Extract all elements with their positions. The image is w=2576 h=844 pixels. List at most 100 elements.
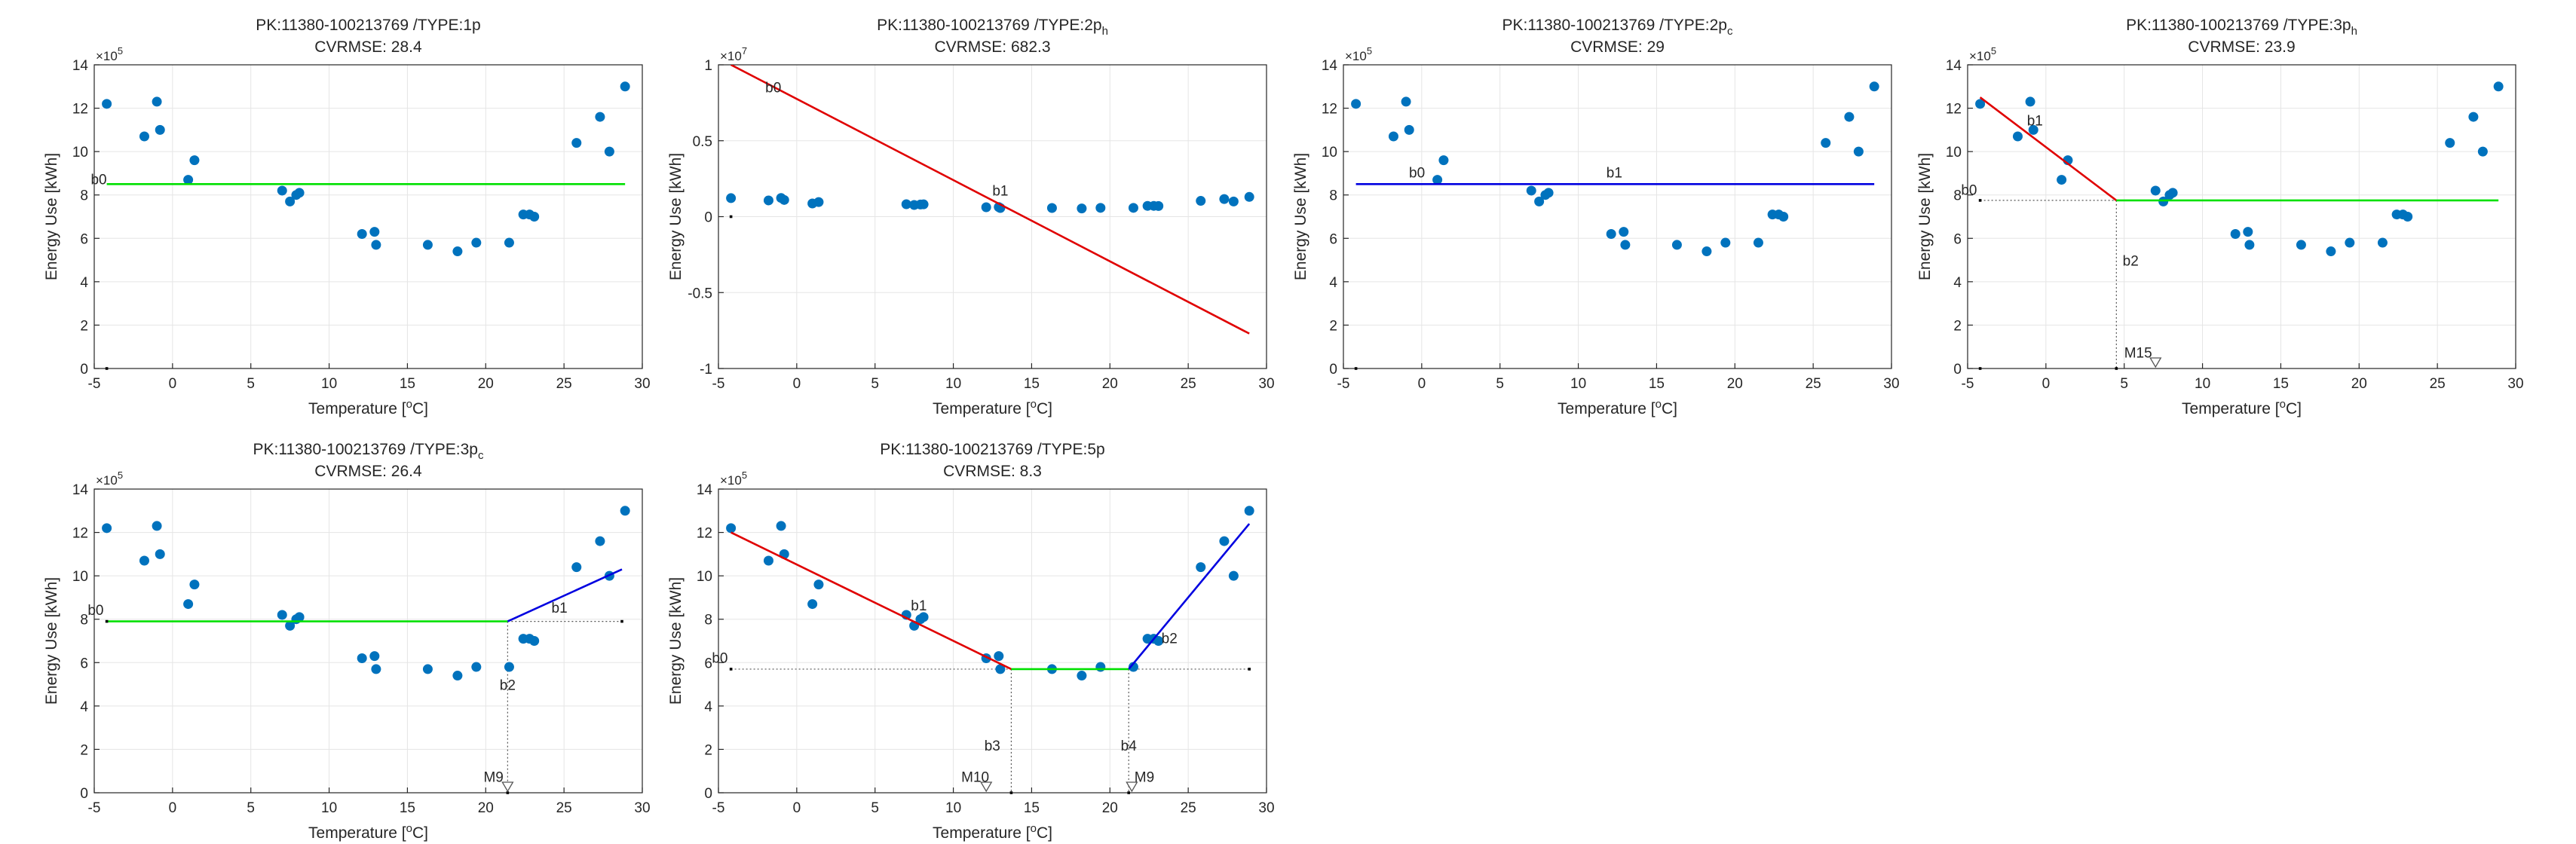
- data-point: [620, 81, 630, 92]
- y-tick-label: 1: [704, 58, 712, 74]
- x-tick-label: 5: [871, 800, 879, 816]
- y-tick-label: 12: [72, 526, 88, 542]
- y-axis-label: Energy Use [kWh]: [1916, 153, 1934, 280]
- x-axis-label-text: Temperature [: [933, 824, 1031, 842]
- plot-content: [102, 81, 630, 257]
- x-axis-label-unit: C]: [1662, 400, 1677, 417]
- annotation-b3: b3: [985, 738, 1000, 754]
- fit-line: [1128, 523, 1251, 670]
- x-tick-label: 20: [2351, 376, 2367, 392]
- x-tick-label: 25: [1181, 800, 1196, 816]
- annotation-b0: b0: [765, 80, 781, 96]
- x-tick-label: 5: [871, 376, 879, 392]
- data-point: [1620, 240, 1631, 250]
- data-point: [183, 175, 194, 185]
- y-exponent: ×105: [96, 469, 123, 488]
- y-tick-label: 14: [72, 58, 89, 74]
- x-tick-label: 10: [945, 800, 961, 816]
- annotation-b1: b1: [992, 183, 1008, 199]
- x-tick-label: 25: [556, 800, 572, 816]
- y-exponent-power: 5: [118, 45, 123, 57]
- chart-subtitle: CVRMSE: 29: [1570, 38, 1665, 56]
- marker-point: [620, 619, 623, 623]
- data-point: [595, 112, 605, 122]
- subplot-1: -5 0 5 10 15 20 25 3002468101214×105PK:11380-10…: [43, 17, 651, 417]
- data-point: [1219, 536, 1230, 546]
- data-point: [995, 664, 1006, 674]
- data-point: [2377, 237, 2388, 248]
- x-tick-label: -5: [88, 376, 101, 392]
- data-point: [2025, 96, 2035, 107]
- y-exponent-base: ×10: [1345, 49, 1367, 63]
- x-axis-label-superscript: o: [406, 822, 412, 835]
- data-point: [1526, 185, 1536, 196]
- x-tick-label: -5: [712, 376, 725, 392]
- x-axis-label-text: Temperature [: [308, 824, 406, 842]
- y-axis-label: Energy Use [kWh]: [667, 153, 685, 280]
- y-tick-label: 12: [1946, 102, 1962, 118]
- fit-line: [731, 65, 1250, 335]
- x-axis-label: Temperature [oC]: [2182, 398, 2302, 417]
- data-point: [763, 195, 773, 206]
- y-axis-label: Energy Use [kWh]: [43, 577, 60, 705]
- chart-title-subscript: c: [478, 449, 484, 462]
- axes-frame: [1343, 64, 1892, 369]
- data-point: [571, 138, 582, 148]
- data-point: [102, 99, 112, 109]
- data-point: [422, 664, 433, 674]
- chart-subtitle: CVRMSE: 8.3: [943, 463, 1042, 480]
- y-axis-label: Energy Use [kWh]: [667, 577, 685, 705]
- subplot-3: -5 0 5 10 15 20 25 3002468101214×105PK:11380-10…: [1292, 17, 1900, 417]
- chart-title-subscript: h: [1102, 25, 1108, 38]
- data-point: [901, 199, 911, 209]
- x-tick-label: 0: [793, 376, 801, 392]
- data-point: [2326, 246, 2336, 257]
- chart-title-main: PK:11380-100213769 /TYPE:2p: [877, 17, 1102, 34]
- y-tick-label: 2: [80, 318, 88, 334]
- x-tick-label: 30: [1258, 376, 1274, 392]
- data-point: [1244, 506, 1254, 516]
- x-tick-label: -5: [1337, 376, 1350, 392]
- data-point: [726, 193, 737, 203]
- data-point: [1869, 81, 1879, 92]
- data-point: [1219, 194, 1230, 204]
- data-point: [2403, 212, 2413, 222]
- data-point: [1438, 155, 1449, 166]
- data-point: [2230, 229, 2241, 240]
- y-exponent: ×105: [1345, 45, 1372, 63]
- marker-point: [729, 668, 733, 671]
- y-tick-label: 10: [72, 145, 88, 161]
- y-tick-label: 8: [80, 188, 88, 204]
- y-axis-label: Energy Use [kWh]: [1292, 153, 1309, 280]
- x-tick-label: 0: [793, 800, 801, 816]
- annotation-m9: M9: [483, 770, 503, 786]
- y-tick-label: 0: [80, 786, 88, 802]
- y-tick-label: 4: [1953, 275, 1962, 291]
- data-point: [1046, 203, 1057, 213]
- x-axis-label-text: Temperature [: [308, 400, 406, 417]
- data-point: [2493, 81, 2504, 92]
- y-tick-label: 10: [697, 569, 712, 585]
- y-exponent-power: 5: [118, 469, 123, 481]
- data-point: [2296, 240, 2306, 250]
- y-tick-label: 0: [704, 210, 712, 226]
- annotation-b1: b1: [552, 601, 568, 616]
- data-point: [452, 246, 463, 257]
- y-tick-label: 10: [1322, 145, 1337, 161]
- annotation-b2: b2: [1162, 631, 1178, 647]
- y-tick-label: 0: [80, 362, 88, 378]
- x-tick-label: 20: [1102, 376, 1118, 392]
- plot-content: [726, 65, 1254, 335]
- data-point: [285, 620, 296, 631]
- data-point: [189, 579, 200, 590]
- y-tick-label: 12: [697, 526, 712, 542]
- x-axis-label-superscript: o: [406, 398, 412, 411]
- x-tick-label: 25: [2430, 376, 2446, 392]
- data-point: [189, 155, 200, 166]
- x-axis-label-superscript: o: [1656, 398, 1662, 411]
- data-point: [371, 664, 381, 674]
- x-axis-label-unit: C]: [1037, 824, 1052, 842]
- data-point: [2477, 146, 2488, 157]
- data-point: [371, 240, 381, 250]
- y-tick-label: 4: [1329, 275, 1337, 291]
